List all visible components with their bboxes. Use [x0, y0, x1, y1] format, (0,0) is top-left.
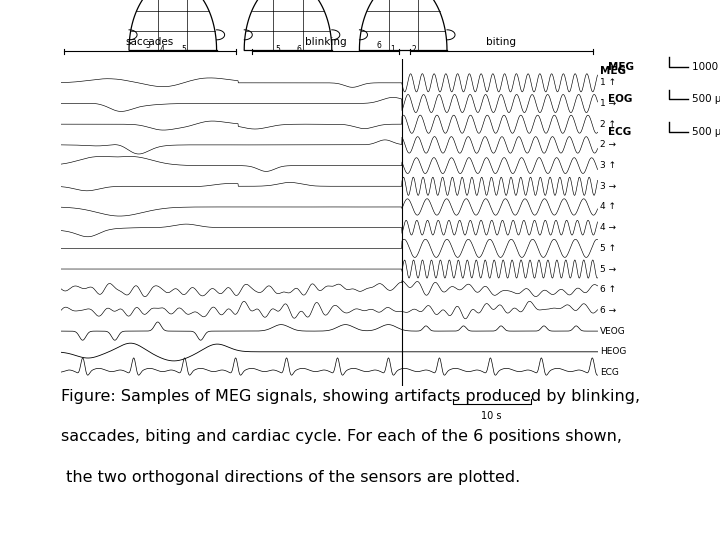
Text: 5: 5 — [275, 45, 280, 55]
Text: 6 →: 6 → — [600, 306, 616, 315]
Text: 4 ↑: 4 ↑ — [600, 202, 616, 212]
Text: 500 μV: 500 μV — [693, 127, 720, 137]
Text: biting: biting — [486, 37, 516, 47]
Text: MEG: MEG — [608, 62, 634, 72]
Text: VEOG: VEOG — [600, 327, 626, 335]
Text: 3 ↑: 3 ↑ — [600, 161, 616, 170]
Text: 6 ↑: 6 ↑ — [600, 285, 616, 294]
Text: 5 →: 5 → — [600, 265, 616, 274]
Text: ECG: ECG — [600, 368, 619, 377]
Text: 4: 4 — [160, 45, 165, 55]
Text: 2 ↑: 2 ↑ — [600, 120, 616, 129]
Text: 5 ↑: 5 ↑ — [600, 244, 616, 253]
Text: 1 ↑: 1 ↑ — [600, 78, 616, 87]
Text: 5: 5 — [181, 45, 186, 55]
Text: 10 s: 10 s — [482, 410, 502, 421]
Text: 1 →: 1 → — [600, 99, 616, 108]
Text: 3 →: 3 → — [600, 182, 616, 191]
Text: HEOG: HEOG — [600, 347, 626, 356]
Text: saccades: saccades — [125, 37, 174, 47]
Text: 1: 1 — [390, 45, 395, 55]
Text: 6: 6 — [296, 45, 301, 55]
Text: blinking: blinking — [305, 37, 346, 47]
Text: 2: 2 — [411, 45, 416, 55]
Text: EOG: EOG — [608, 94, 633, 104]
Text: 500 μV: 500 μV — [693, 94, 720, 104]
Text: ECG: ECG — [608, 127, 631, 137]
Text: MEG: MEG — [600, 66, 626, 77]
Text: 1000 fT/cm: 1000 fT/cm — [693, 62, 720, 72]
Text: 3: 3 — [146, 41, 150, 50]
Text: 6: 6 — [377, 41, 381, 50]
Text: the two orthogonal directions of the sensors are plotted.: the two orthogonal directions of the sen… — [61, 470, 521, 485]
Text: Figure: Samples of MEG signals, showing artifacts produced by blinking,: Figure: Samples of MEG signals, showing … — [61, 389, 640, 404]
Text: saccades, biting and cardiac cycle. For each of the 6 positions shown,: saccades, biting and cardiac cycle. For … — [61, 429, 622, 444]
Text: 2 →: 2 → — [600, 140, 616, 150]
Text: 4 →: 4 → — [600, 223, 616, 232]
